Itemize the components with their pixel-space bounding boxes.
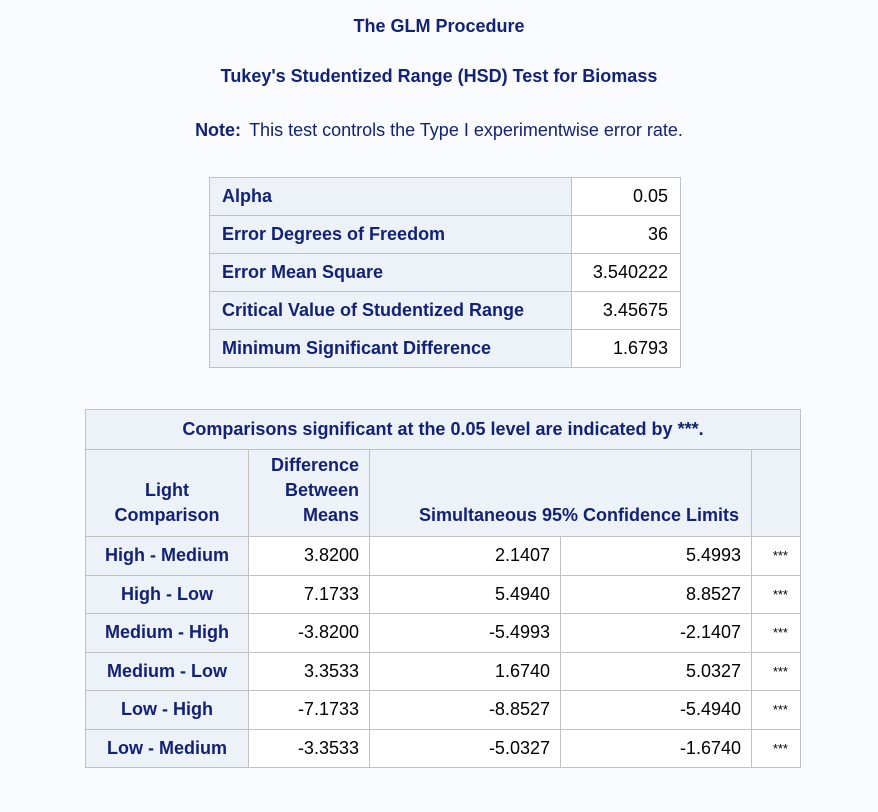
stats-label: Minimum Significant Difference xyxy=(209,329,572,368)
row-difference: -7.1733 xyxy=(248,690,370,730)
stats-row: Error Mean Square 3.540222 xyxy=(209,253,681,292)
stats-value: 0.05 xyxy=(571,177,681,216)
header-diff-line1: Difference xyxy=(270,455,359,475)
stats-value: 3.45675 xyxy=(571,291,681,330)
stats-label: Alpha xyxy=(209,177,572,216)
row-lower-limit: 5.4940 xyxy=(369,574,561,614)
header-difference: Difference Between Means xyxy=(248,449,370,537)
row-upper-limit: 5.0327 xyxy=(560,651,752,691)
header-diff-line2: Between xyxy=(284,480,359,500)
row-significance: *** xyxy=(751,574,801,614)
row-difference: 3.3533 xyxy=(248,651,370,691)
row-upper-limit: -1.6740 xyxy=(560,728,752,768)
stats-label: Critical Value of Studentized Range xyxy=(209,291,572,330)
row-lower-limit: 1.6740 xyxy=(369,651,561,691)
note: Note: This test controls the Type I exper… xyxy=(0,120,878,141)
row-lower-limit: 2.1407 xyxy=(369,536,561,576)
header-light-line1: Light xyxy=(145,480,189,500)
header-light-comparison: Light Comparison xyxy=(85,449,249,537)
table-row: High - Medium 3.8200 2.1407 5.4993 *** xyxy=(85,536,801,576)
row-significance: *** xyxy=(751,613,801,653)
table-row: Medium - High -3.8200 -5.4993 -2.1407 **… xyxy=(85,613,801,653)
comparisons-table: Comparisons significant at the 0.05 leve… xyxy=(85,409,801,768)
header-diff-line3: Means xyxy=(302,505,359,525)
stats-row: Minimum Significant Difference 1.6793 xyxy=(209,329,681,368)
header-light-line2: Comparison xyxy=(114,505,220,525)
stats-label: Error Degrees of Freedom xyxy=(209,215,572,254)
row-difference: -3.8200 xyxy=(248,613,370,653)
row-lower-limit: -5.4993 xyxy=(369,613,561,653)
row-lower-limit: -5.0327 xyxy=(369,728,561,768)
note-label: Note: xyxy=(195,120,242,140)
row-difference: 3.8200 xyxy=(248,536,370,576)
test-title: Tukey's Studentized Range (HSD) Test for… xyxy=(220,66,658,86)
row-upper-limit: 8.8527 xyxy=(560,574,752,614)
row-comparison: High - Low xyxy=(85,574,249,614)
note-text: This test controls the Type I experiment… xyxy=(249,120,683,140)
row-upper-limit: -5.4940 xyxy=(560,690,752,730)
row-difference: -3.3533 xyxy=(248,728,370,768)
comparisons-caption: Comparisons significant at the 0.05 leve… xyxy=(85,409,801,450)
stats-row: Error Degrees of Freedom 36 xyxy=(209,215,681,254)
table-row: Low - High -7.1733 -8.8527 -5.4940 *** xyxy=(85,690,801,730)
row-comparison: Low - Medium xyxy=(85,728,249,768)
row-significance: *** xyxy=(751,651,801,691)
row-upper-limit: -2.1407 xyxy=(560,613,752,653)
stats-row: Alpha 0.05 xyxy=(209,177,681,216)
stats-row: Critical Value of Studentized Range 3.45… xyxy=(209,291,681,330)
header-significance xyxy=(751,449,801,537)
table-row: Low - Medium -3.3533 -5.0327 -1.6740 *** xyxy=(85,728,801,768)
row-comparison: Medium - High xyxy=(85,613,249,653)
procedure-title: The GLM Procedure xyxy=(353,16,525,36)
stats-label: Error Mean Square xyxy=(209,253,572,292)
header-confidence-limits: Simultaneous 95% Confidence Limits xyxy=(369,449,752,537)
row-significance: *** xyxy=(751,728,801,768)
row-lower-limit: -8.8527 xyxy=(369,690,561,730)
stats-value: 36 xyxy=(571,215,681,254)
row-comparison: High - Medium xyxy=(85,536,249,576)
row-significance: *** xyxy=(751,690,801,730)
table-row: High - Low 7.1733 5.4940 8.8527 *** xyxy=(85,574,801,614)
row-comparison: Medium - Low xyxy=(85,651,249,691)
stats-value: 1.6793 xyxy=(571,329,681,368)
row-significance: *** xyxy=(751,536,801,576)
stats-table: Alpha 0.05 Error Degrees of Freedom 36 E… xyxy=(209,177,681,368)
stats-value: 3.540222 xyxy=(571,253,681,292)
row-comparison: Low - High xyxy=(85,690,249,730)
row-difference: 7.1733 xyxy=(248,574,370,614)
table-row: Medium - Low 3.3533 1.6740 5.0327 *** xyxy=(85,651,801,691)
row-upper-limit: 5.4993 xyxy=(560,536,752,576)
